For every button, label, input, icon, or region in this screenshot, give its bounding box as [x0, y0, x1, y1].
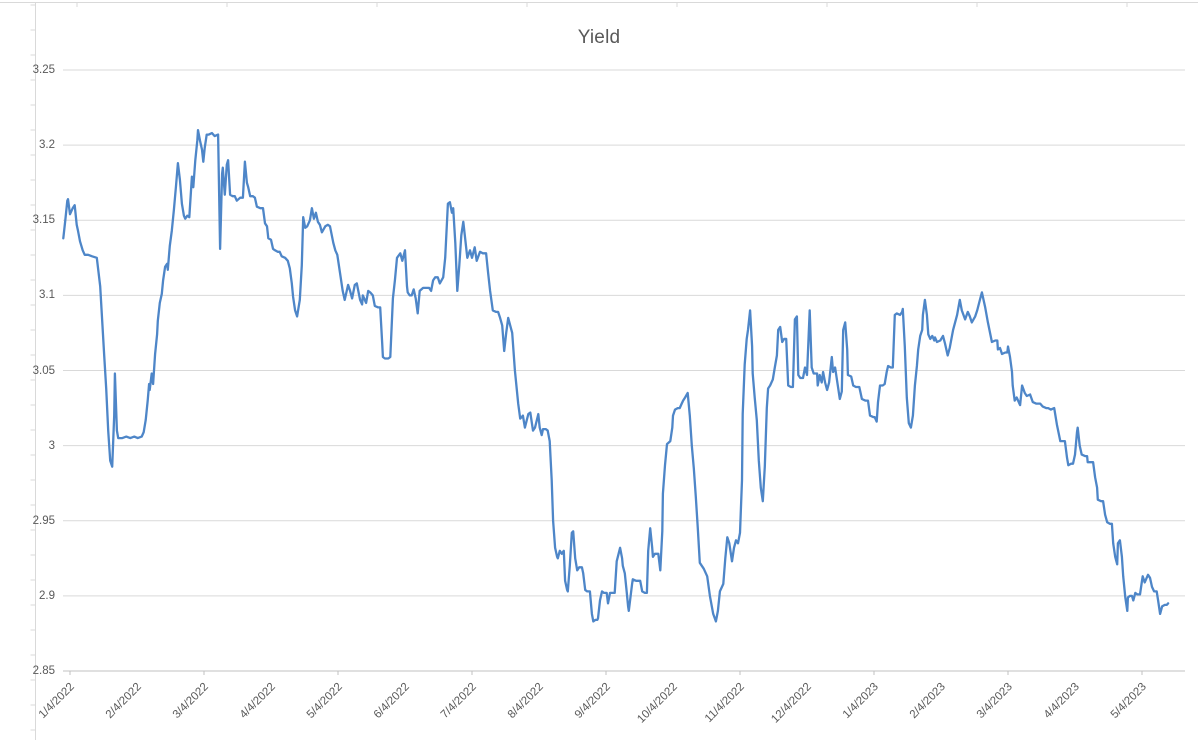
y-axis-label: 3.25	[32, 64, 55, 76]
y-axis-label: 2.85	[32, 665, 55, 677]
y-axis-label: 3.2	[39, 139, 55, 152]
yield-line-series[interactable]	[62, 128, 1170, 623]
y-axis-label: 2.95	[32, 514, 55, 527]
y-axis-label: 2.9	[39, 589, 55, 602]
chart-title: Yield	[577, 27, 621, 48]
y-axis-label: 3.1	[39, 289, 55, 302]
y-axis-label: 3.15	[32, 214, 55, 227]
y-axis-label: 3.05	[32, 364, 55, 377]
y-axis-label: 3	[48, 439, 55, 452]
